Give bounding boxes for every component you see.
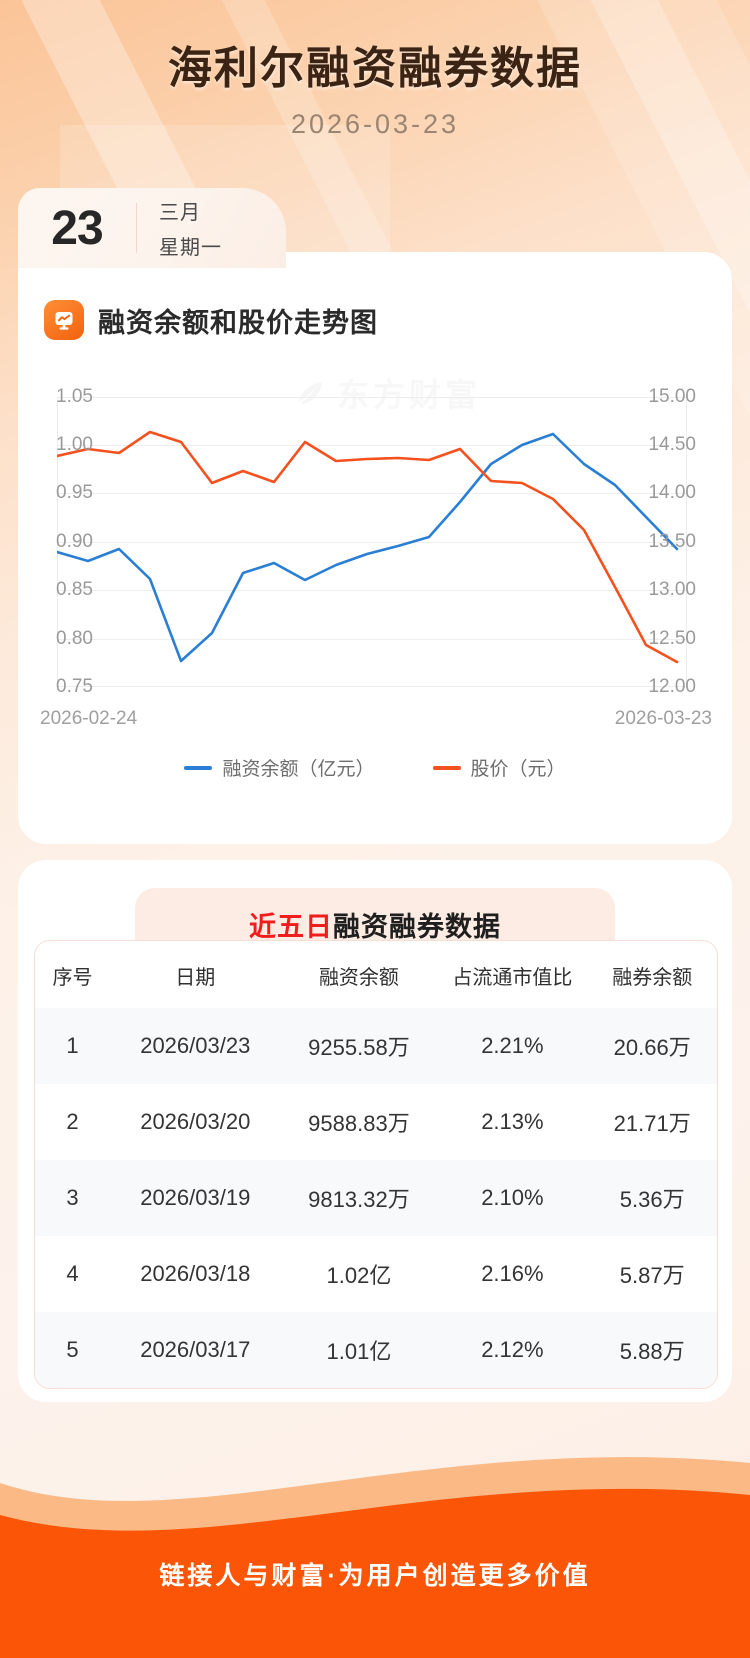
chart-section-title: 融资余额和股价走势图 <box>98 307 378 338</box>
table-title: 近五日融资融券数据 <box>249 905 501 944</box>
footer-slogan: 链接人与财富·为用户创造更多价值 <box>159 1562 591 1590</box>
table-header-row: 序号 日期 融资余额 占流通市值比 融券余额 <box>35 941 717 1008</box>
cell-pct: 2.13% <box>437 1084 588 1160</box>
table-row[interactable]: 5 2026/03/17 1.01亿 2.12% 5.88万 <box>35 1312 717 1388</box>
table-row[interactable]: 1 2026/03/23 9255.58万 2.21% 20.66万 <box>35 1008 717 1084</box>
chart-lines <box>57 430 679 664</box>
chart-card: 融资余额和股价走势图 东方财富 <box>18 252 732 844</box>
cell-index: 4 <box>35 1236 111 1312</box>
cell-index: 1 <box>35 1008 111 1084</box>
y-axis-tick-right: 12.50 <box>648 628 696 649</box>
legend-swatch-icon <box>184 765 213 770</box>
x-axis-tick-start: 2026-02-24 <box>40 708 138 729</box>
cell-balance: 1.02亿 <box>280 1236 438 1312</box>
y-axis-tick-left: 0.75 <box>56 676 93 697</box>
table-title-rest: 融资融券数据 <box>333 911 501 942</box>
chart-section-header: 融资余额和股价走势图 <box>18 252 732 340</box>
y-axis-tick-right: 15.00 <box>648 386 696 407</box>
cell-index: 3 <box>35 1160 111 1236</box>
cell-balance: 1.01亿 <box>280 1312 438 1388</box>
cell-date: 2026/03/17 <box>110 1312 281 1388</box>
cell-short: 5.36万 <box>587 1160 717 1236</box>
cell-short: 20.66万 <box>587 1008 717 1084</box>
date-detail: 三月 星期一 <box>137 196 222 260</box>
y-axis-tick-right: 12.00 <box>648 676 696 697</box>
divider <box>136 203 137 253</box>
table-row[interactable]: 2 2026/03/20 9588.83万 2.13% 21.71万 <box>35 1084 717 1160</box>
cell-pct: 2.21% <box>437 1008 588 1084</box>
cell-date: 2026/03/19 <box>110 1160 281 1236</box>
date-weekday: 星期一 <box>159 237 222 259</box>
chart-monitor-icon <box>44 300 84 340</box>
page-title: 海利尔融资融券数据 <box>168 44 582 93</box>
date-month: 三月 <box>159 202 201 224</box>
y-axis-tick-left: 1.05 <box>56 386 93 407</box>
legend-swatch-icon <box>432 765 461 770</box>
cell-balance: 9813.32万 <box>280 1160 438 1236</box>
cell-pct: 2.10% <box>437 1160 588 1236</box>
legend-item-balance[interactable]: 融资余额（亿元） <box>184 754 375 781</box>
chart-area: 东方财富 1.05 1.00 0.95 0.90 0.85 0.80 <box>18 362 732 782</box>
col-header-date: 日期 <box>110 941 281 1008</box>
y-axis-tick-left: 0.85 <box>56 579 93 600</box>
y-axis-tick-left: 0.90 <box>56 531 93 552</box>
series-line-price <box>57 430 679 664</box>
date-badge: 23 三月 星期一 <box>18 188 286 268</box>
table-row[interactable]: 4 2026/03/18 1.02亿 2.16% 5.87万 <box>35 1236 717 1312</box>
chart-legend: 融资余额（亿元） 股价（元） <box>18 754 732 781</box>
legend-label: 融资余额（亿元） <box>222 759 375 780</box>
cell-index: 5 <box>35 1312 111 1388</box>
cell-pct: 2.12% <box>437 1312 588 1388</box>
series-line-balance <box>57 432 679 663</box>
cell-balance: 9255.58万 <box>280 1008 438 1084</box>
plot-grid <box>57 397 687 687</box>
col-header-balance: 融资余额 <box>280 941 438 1008</box>
y-axis-tick-right: 14.50 <box>648 434 696 455</box>
footer-wave <box>0 1457 750 1658</box>
x-axis-tick-end: 2026-03-23 <box>614 708 712 729</box>
poster-footer: 链接人与财富·为用户创造更多价值 <box>0 1423 750 1658</box>
y-axis-tick-right: 14.00 <box>648 482 696 503</box>
page-subtitle-date: 2026-03-23 <box>290 108 460 139</box>
data-table-container: 序号 日期 融资余额 占流通市值比 融券余额 1 2026/03/23 9255… <box>34 940 718 1389</box>
y-axis-tick-right: 13.00 <box>648 579 696 600</box>
cell-balance: 9588.83万 <box>280 1084 438 1160</box>
cell-short: 5.87万 <box>587 1236 717 1312</box>
legend-item-price[interactable]: 股价（元） <box>432 754 566 781</box>
legend-label: 股价（元） <box>470 759 566 780</box>
cell-index: 2 <box>35 1084 111 1160</box>
cell-date: 2026/03/18 <box>110 1236 281 1312</box>
date-day: 23 <box>51 201 103 255</box>
cell-short: 5.88万 <box>587 1312 717 1388</box>
y-axis-tick-left: 0.95 <box>56 482 93 503</box>
table-row[interactable]: 3 2026/03/19 9813.32万 2.10% 5.36万 <box>35 1160 717 1236</box>
margin-trading-table: 序号 日期 融资余额 占流通市值比 融券余额 1 2026/03/23 9255… <box>35 941 717 1388</box>
cell-date: 2026/03/23 <box>110 1008 281 1084</box>
y-axis-tick-left: 1.00 <box>56 434 93 455</box>
y-axis-tick-right: 13.50 <box>648 531 696 552</box>
poster-header: 海利尔融资融券数据 2026-03-23 <box>0 0 750 140</box>
table-title-highlight: 近五日 <box>249 911 333 942</box>
col-header-index: 序号 <box>35 941 111 1008</box>
table-card: 近五日融资融券数据 东方财富 序号 日期 融资余额 占流通市值比 融券余额 <box>18 860 732 1402</box>
cell-pct: 2.16% <box>437 1236 588 1312</box>
col-header-pct: 占流通市值比 <box>437 941 588 1008</box>
col-header-short: 融券余额 <box>587 941 717 1008</box>
y-axis-tick-left: 0.80 <box>56 628 93 649</box>
cell-date: 2026/03/20 <box>110 1084 281 1160</box>
cell-short: 21.71万 <box>587 1084 717 1160</box>
